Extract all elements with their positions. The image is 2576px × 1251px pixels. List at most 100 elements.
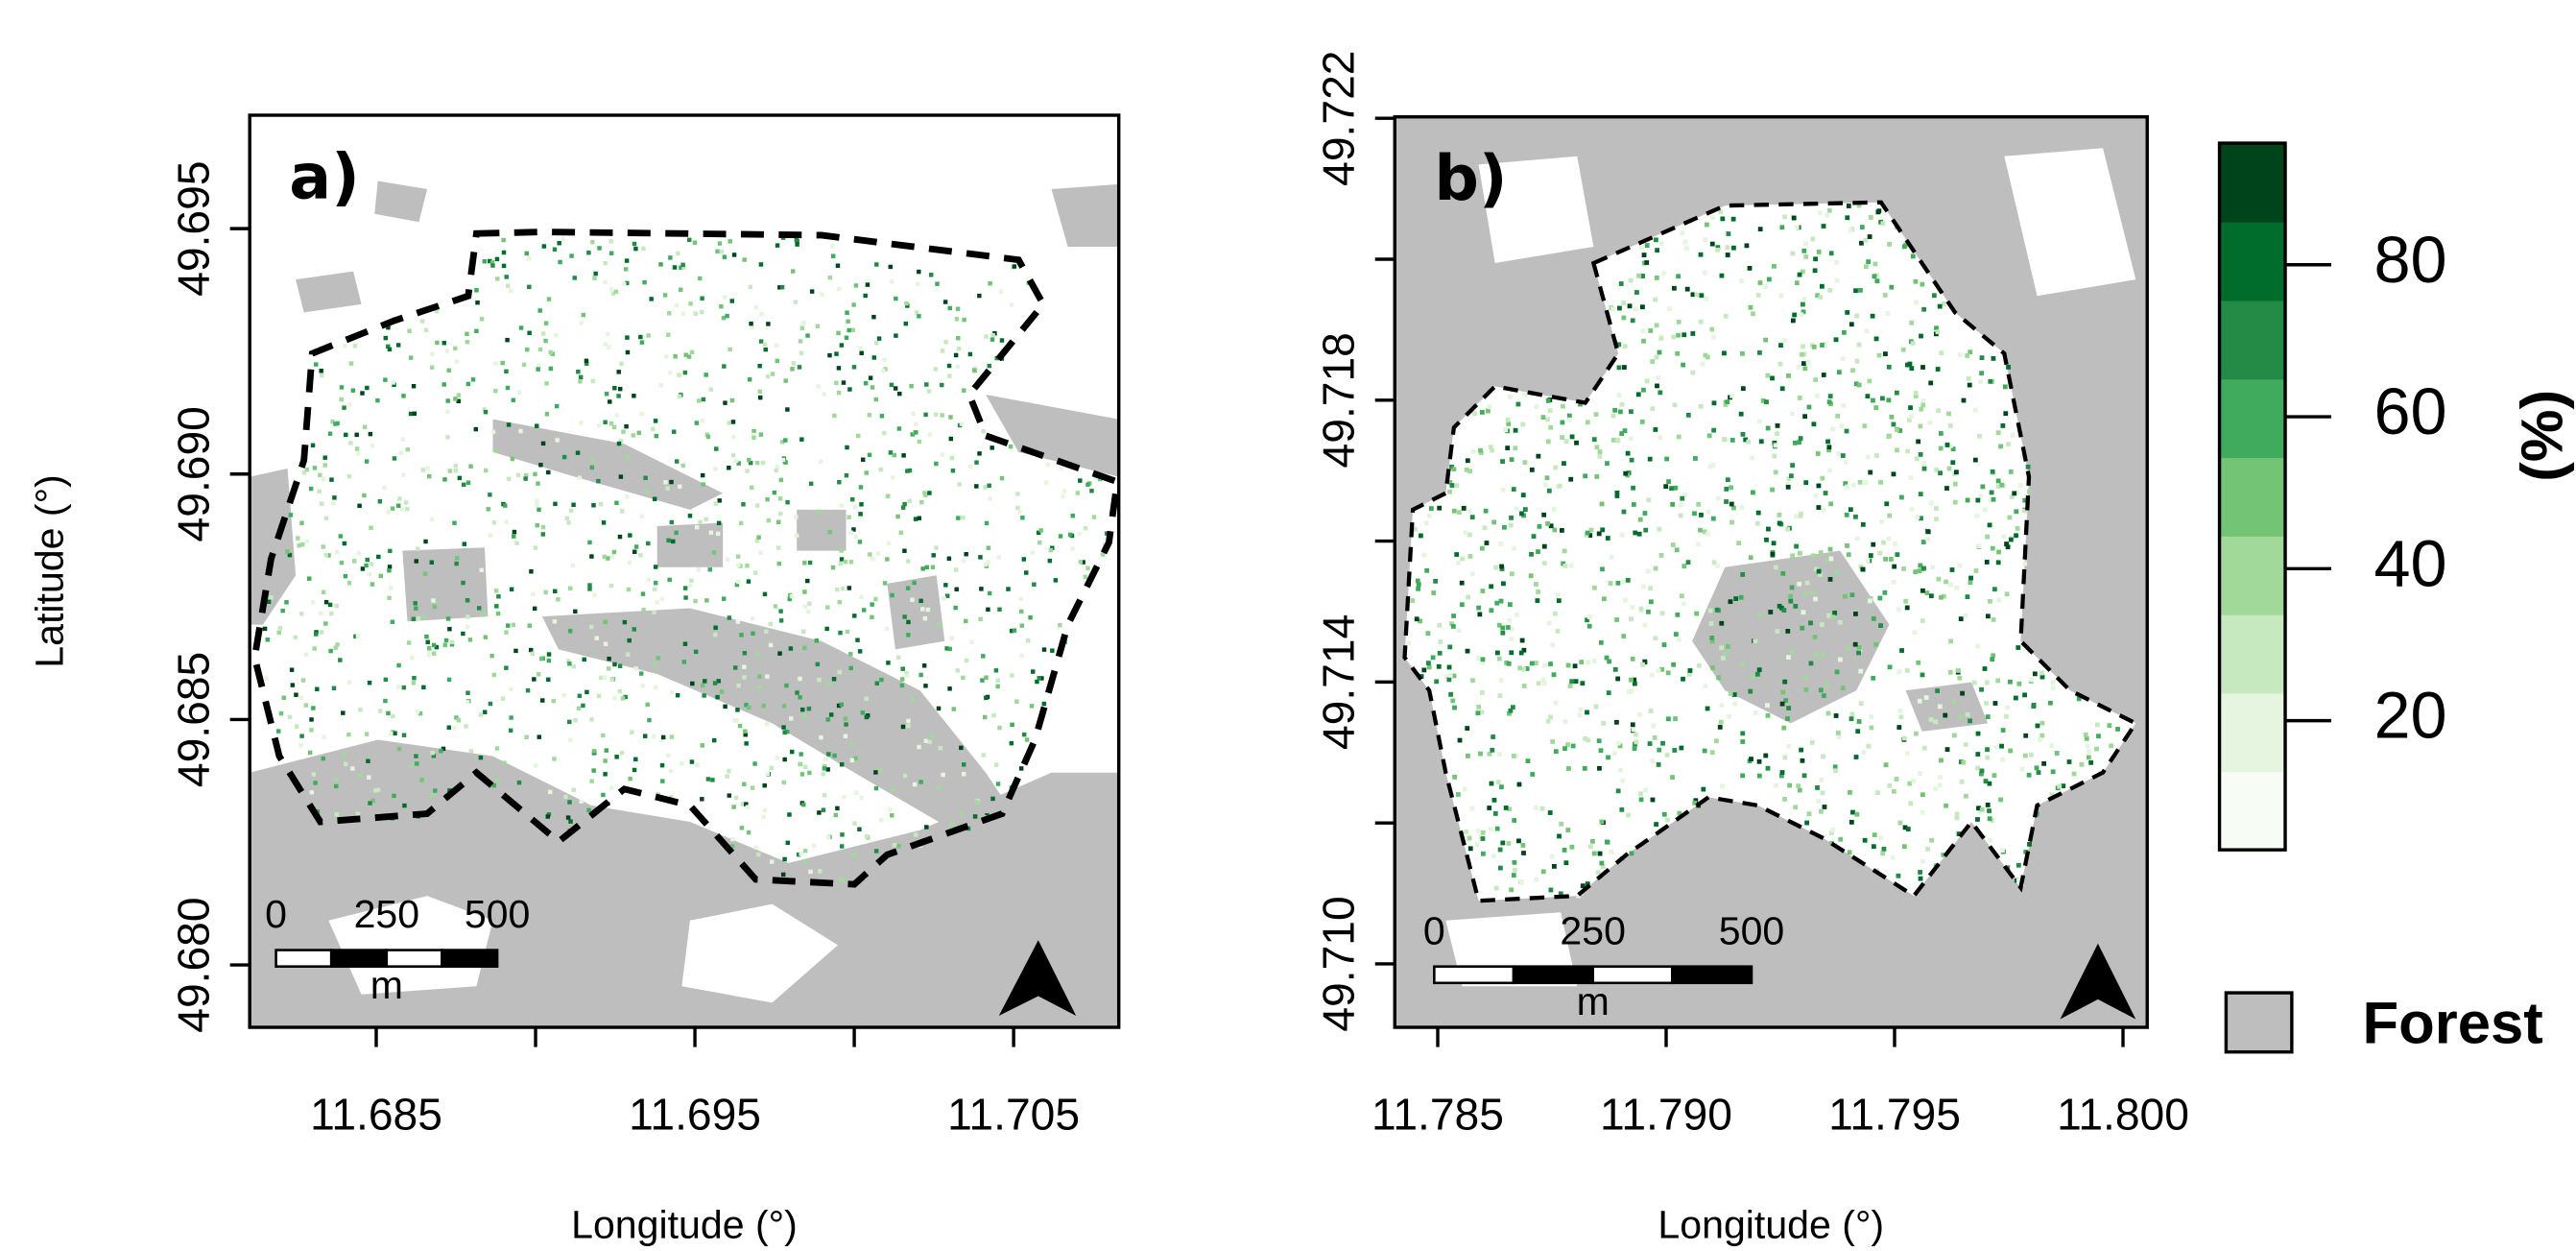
vegetation-pixel bbox=[1894, 427, 1899, 432]
vegetation-pixel bbox=[1714, 607, 1720, 613]
vegetation-pixel bbox=[319, 630, 324, 635]
vegetation-pixel bbox=[1506, 710, 1512, 716]
vegetation-pixel bbox=[341, 710, 346, 715]
vegetation-pixel bbox=[662, 293, 668, 298]
vegetation-pixel bbox=[1476, 704, 1482, 710]
vegetation-pixel bbox=[304, 539, 309, 543]
vegetation-pixel bbox=[858, 512, 863, 517]
vegetation-pixel bbox=[603, 758, 608, 763]
vegetation-pixel bbox=[1450, 698, 1456, 704]
vegetation-pixel bbox=[834, 380, 839, 386]
vegetation-pixel bbox=[1871, 541, 1876, 547]
vegetation-pixel bbox=[1687, 668, 1693, 673]
vegetation-pixel bbox=[918, 598, 923, 604]
vegetation-pixel bbox=[1779, 770, 1785, 775]
vegetation-pixel bbox=[1812, 268, 1818, 274]
vegetation-pixel bbox=[1793, 604, 1799, 609]
vegetation-pixel bbox=[1810, 236, 1816, 242]
vegetation-pixel bbox=[1478, 447, 1483, 453]
vegetation-pixel bbox=[758, 432, 764, 437]
vegetation-pixel bbox=[2054, 751, 2060, 756]
vegetation-pixel bbox=[446, 368, 451, 373]
vegetation-pixel bbox=[1037, 675, 1041, 681]
vegetation-pixel bbox=[947, 686, 952, 691]
vegetation-pixel bbox=[782, 856, 787, 862]
vegetation-pixel bbox=[442, 642, 447, 648]
vegetation-pixel bbox=[886, 541, 892, 546]
vegetation-pixel bbox=[1085, 482, 1090, 487]
vegetation-pixel bbox=[1727, 713, 1731, 719]
vegetation-pixel bbox=[1616, 342, 1622, 348]
vegetation-pixel bbox=[360, 566, 366, 571]
vegetation-pixel bbox=[510, 456, 515, 462]
vegetation-pixel bbox=[593, 271, 598, 277]
vegetation-pixel bbox=[1612, 407, 1618, 413]
vegetation-pixel bbox=[1800, 758, 1805, 763]
scale-segment bbox=[1671, 965, 1753, 985]
vegetation-pixel bbox=[940, 349, 945, 353]
vegetation-pixel bbox=[1511, 873, 1516, 878]
vegetation-pixel bbox=[1548, 887, 1554, 893]
vegetation-pixel bbox=[1818, 687, 1824, 693]
vegetation-pixel bbox=[1952, 499, 1958, 505]
vegetation-pixel bbox=[321, 544, 326, 549]
vegetation-pixel bbox=[694, 421, 700, 425]
vegetation-pixel bbox=[1685, 412, 1691, 418]
vegetation-pixel bbox=[405, 506, 410, 512]
vegetation-pixel bbox=[1935, 329, 1941, 335]
vegetation-pixel bbox=[1431, 590, 1437, 595]
x-tick-label: 11.790 bbox=[1600, 1089, 1732, 1139]
vegetation-pixel bbox=[1644, 243, 1650, 249]
vegetation-pixel bbox=[836, 330, 841, 336]
vegetation-pixel bbox=[1585, 710, 1589, 715]
vegetation-pixel bbox=[1640, 304, 1645, 310]
vegetation-pixel bbox=[751, 631, 755, 637]
vegetation-pixel bbox=[1475, 710, 1481, 716]
vegetation-pixel bbox=[1480, 830, 1486, 835]
vegetation-pixel bbox=[1616, 393, 1622, 397]
vegetation-pixel bbox=[1865, 558, 1871, 564]
vegetation-pixel bbox=[1920, 397, 1926, 403]
vegetation-pixel bbox=[1044, 480, 1049, 485]
vegetation-pixel bbox=[1821, 507, 1826, 513]
vegetation-pixel bbox=[876, 336, 882, 341]
vegetation-pixel bbox=[1446, 677, 1452, 683]
vegetation-pixel bbox=[659, 596, 664, 602]
vegetation-pixel bbox=[719, 304, 724, 309]
vegetation-pixel bbox=[1664, 817, 1670, 823]
vegetation-pixel bbox=[1719, 620, 1725, 626]
vegetation-pixel bbox=[1555, 592, 1561, 597]
vegetation-pixel bbox=[705, 434, 711, 440]
vegetation-pixel bbox=[1803, 675, 1808, 681]
vegetation-pixel bbox=[697, 276, 703, 281]
vegetation-pixel bbox=[453, 346, 458, 351]
vegetation-pixel bbox=[731, 805, 736, 809]
vegetation-pixel bbox=[1746, 439, 1752, 445]
vegetation-pixel bbox=[1018, 766, 1024, 771]
vegetation-pixel bbox=[424, 634, 429, 639]
vegetation-pixel bbox=[722, 364, 727, 369]
vegetation-pixel bbox=[1895, 447, 1899, 453]
vegetation-pixel bbox=[1083, 525, 1088, 531]
vegetation-pixel bbox=[312, 466, 318, 470]
vegetation-pixel bbox=[1521, 851, 1526, 855]
vegetation-pixel bbox=[1920, 809, 1925, 815]
vegetation-pixel bbox=[1757, 227, 1763, 232]
vegetation-pixel bbox=[696, 567, 702, 572]
vegetation-pixel bbox=[1464, 830, 1468, 834]
vegetation-pixel bbox=[1780, 570, 1786, 576]
vegetation-pixel bbox=[926, 389, 932, 394]
study-boundary bbox=[250, 229, 1119, 888]
vegetation-pixel bbox=[1629, 677, 1634, 683]
vegetation-pixel bbox=[1658, 435, 1663, 441]
vegetation-pixel bbox=[747, 377, 752, 382]
vegetation-pixel bbox=[1764, 399, 1769, 405]
vegetation-pixel bbox=[623, 267, 629, 272]
vegetation-pixel bbox=[848, 665, 853, 671]
vegetation-pixel bbox=[1489, 608, 1494, 613]
vegetation-pixel bbox=[1647, 741, 1653, 746]
vegetation-pixel bbox=[625, 335, 630, 340]
vegetation-pixel bbox=[1715, 564, 1720, 568]
vegetation-pixel bbox=[353, 634, 358, 639]
vegetation-pixel bbox=[1772, 453, 1777, 459]
